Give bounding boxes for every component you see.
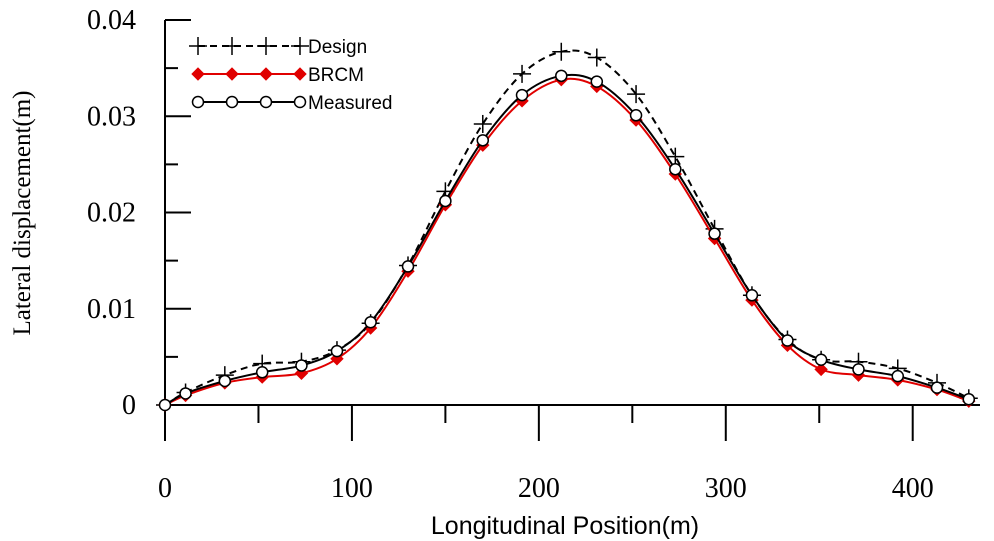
data-point-design [513,64,532,83]
data-point-design [473,114,492,133]
data-point-measured [515,88,529,102]
legend-marker-brcm [191,67,205,81]
y-tick-label: 0.04 [87,5,136,36]
data-point-design [552,42,571,61]
legend-marker-design [291,37,309,55]
tick-labels: 0 100 200 300 400 0 0.01 0.02 0.03 0.04 [87,5,934,504]
series-line-brcm [164,77,970,406]
legend-marker-measured [293,95,307,109]
data-point-measured [330,344,344,358]
series-line-design [164,49,970,406]
data-point-measured [476,134,490,147]
data-point-measured [852,363,865,376]
data-point-measured [814,353,828,367]
x-tick-label: 0 [158,473,172,504]
legend-item-design: Design [189,37,367,58]
x-tick-label: 100 [331,473,373,504]
legend-item-measured: Measured [191,93,393,114]
legend-marker-measured [191,95,205,109]
data-point-measured [590,75,604,88]
data-point-design [587,48,606,67]
legend-item-brcm: BRCM [191,65,364,86]
data-point-design [666,147,685,166]
data-point-measured [669,162,682,176]
series-brcm [158,72,976,412]
data-point-measured [891,369,905,383]
data-point-design [627,85,646,104]
data-point-measured [930,381,944,394]
legend-marker-brcm [293,67,307,81]
series-design [156,42,978,414]
series-line-measured [164,73,970,406]
y-tick-label: 0 [122,390,136,421]
legend-label-brcm: BRCM [308,65,364,86]
series-layer [156,42,978,414]
x-tick-label: 300 [705,473,747,504]
data-point-measured [745,289,759,302]
data-point-measured [401,260,415,273]
legend-marker-design [189,37,207,55]
legend-marker-brcm [259,67,273,81]
data-point-measured [781,334,794,347]
y-tick-label: 0.03 [87,101,136,132]
data-point-measured [439,194,452,208]
legend-label-measured: Measured [308,93,393,114]
legend-marker-design [257,37,275,55]
data-point-measured [218,374,232,388]
data-point-measured [179,387,192,400]
data-point-measured [295,359,308,372]
legend-marker-measured [225,95,239,109]
data-point-measured [364,315,377,329]
x-axis-label: Longitudinal Position(m) [431,512,699,540]
legend-marker-design [223,37,241,55]
legend-label-design: Design [308,37,367,58]
x-tick-label: 400 [892,473,934,504]
y-tick-label: 0.02 [87,198,136,229]
data-point-measured [255,366,269,379]
data-point-measured [158,398,172,412]
legend-marker-measured [259,95,273,109]
data-point-measured [555,69,568,83]
data-point-measured [708,227,721,240]
data-point-brcm [814,362,828,377]
y-tick-label: 0.01 [87,294,136,325]
axes [164,20,980,406]
data-point-measured [962,392,976,406]
data-point-measured [629,109,643,122]
y-axis-label: Lateral displacement(m) [9,90,36,335]
x-tick-label: 200 [518,473,560,504]
legend: Design BRCM Measured [189,37,393,114]
legend-marker-brcm [225,67,239,81]
series-measured [158,69,976,412]
